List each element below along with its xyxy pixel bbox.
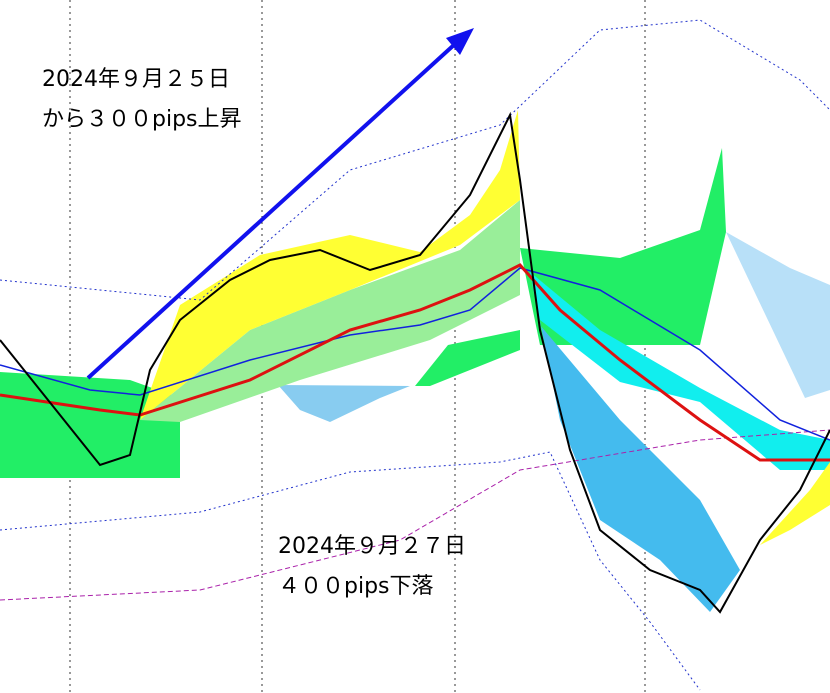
cloud — [0, 372, 180, 478]
blue-ma — [0, 267, 830, 441]
arrow-head — [446, 28, 474, 55]
lower-fill — [530, 272, 830, 470]
upper-band — [0, 19, 830, 301]
annotation: 2024年９月２５日 — [42, 67, 230, 92]
recovery-fill — [760, 462, 830, 545]
clouds — [0, 148, 830, 478]
cloud — [520, 148, 726, 345]
annotation: ４００pips下落 — [278, 574, 434, 599]
arrow-shaft — [86, 42, 457, 380]
cloud — [726, 232, 830, 398]
annotation: 2024年９月２７日 — [278, 534, 466, 559]
period-separators — [69, 0, 646, 693]
price-line — [0, 111, 830, 614]
trend-arrow — [86, 28, 474, 380]
cloud — [278, 385, 410, 422]
band-fill — [140, 200, 520, 422]
upper-fill — [140, 110, 520, 420]
cloud — [415, 330, 520, 386]
long-ma — [0, 429, 830, 601]
drop-fill — [530, 272, 740, 612]
lower-band — [0, 451, 701, 691]
annotation: から３００pips上昇 — [42, 107, 242, 132]
